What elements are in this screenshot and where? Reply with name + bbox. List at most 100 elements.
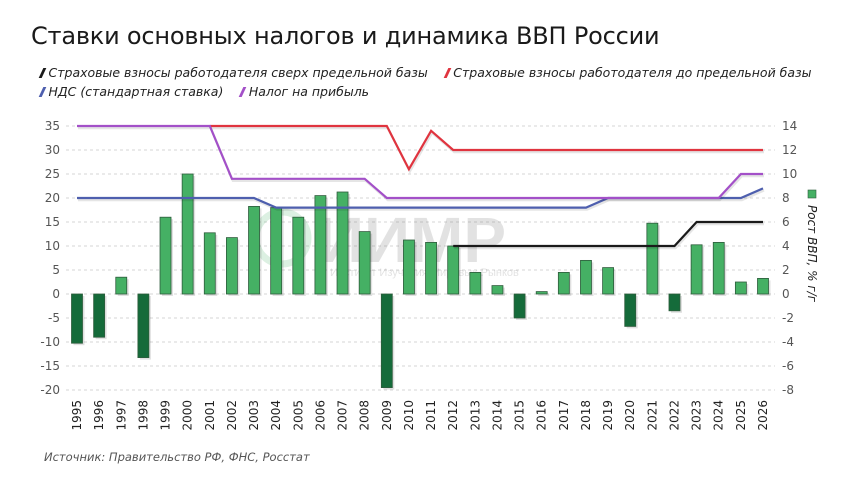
x-axis-label: 2012 <box>446 400 460 431</box>
left-axis-tick: -20 <box>40 383 60 397</box>
x-axis-label: 2015 <box>513 400 527 431</box>
x-axis-label: 1996 <box>92 400 106 431</box>
gdp-bar-2013 <box>469 271 482 295</box>
gdp-bar-2024 <box>712 241 725 295</box>
x-axis-label: 2002 <box>225 400 239 431</box>
line-series-1 <box>209 124 763 172</box>
gdp-bar-1999 <box>159 216 172 295</box>
x-axis-label: 2001 <box>203 400 217 431</box>
gdp-bar-2020 <box>624 293 637 327</box>
gdp-bar-2014 <box>491 285 504 295</box>
gdp-bar-2004 <box>270 207 283 295</box>
left-axis-tick: 20 <box>45 191 60 205</box>
left-axis-tick: 10 <box>45 239 60 253</box>
gdp-bar-2018 <box>580 259 592 295</box>
line-series-0 <box>453 220 763 248</box>
gdp-bar-2003 <box>248 205 260 295</box>
right-axis-tick: 0 <box>782 287 790 301</box>
right-axis-tick: 6 <box>782 215 790 229</box>
right-axis-tick: 14 <box>782 119 797 133</box>
gdp-bar-2021 <box>646 222 659 295</box>
x-axis-label: 2013 <box>468 400 482 431</box>
gdp-bar-2002 <box>226 237 238 295</box>
gdp-bar-2019 <box>602 267 614 295</box>
x-axis-label: 2021 <box>645 400 659 431</box>
x-axis-label: 1995 <box>70 400 84 431</box>
gdp-bar-2008 <box>358 231 371 295</box>
left-axis-tick: 30 <box>45 143 60 157</box>
x-axis-label: 2023 <box>690 400 704 431</box>
gdp-bars <box>71 173 771 390</box>
left-axis-tick: 25 <box>45 167 60 181</box>
gdp-legend-swatch <box>807 189 817 199</box>
legend-label: Налог на прибыль <box>248 84 370 99</box>
source-note: Источник: Правительство РФ, ФНС, Росстат <box>44 450 310 464</box>
gdp-bar-2026 <box>757 277 769 295</box>
gdp-bar-2022 <box>668 293 681 312</box>
chart-title: Ставки основных налогов и динамика ВВП Р… <box>31 22 660 50</box>
legend-row-2: НДС (стандартная ставка) Налог на прибыл… <box>38 84 370 99</box>
left-axis-tick: 35 <box>45 119 60 133</box>
right-axis-tick: 8 <box>782 191 790 205</box>
gdp-bar-2025 <box>734 281 747 295</box>
x-axis-label: 2018 <box>579 400 593 431</box>
right-axis-tick: 4 <box>782 239 790 253</box>
gdp-bar-2010 <box>403 239 415 295</box>
x-axis-label: 1997 <box>114 400 128 431</box>
right-axis-tick: 12 <box>782 143 797 157</box>
left-axis-tick: 0 <box>52 287 60 301</box>
x-axis-label: 2007 <box>336 400 350 431</box>
x-axis-label: 2019 <box>601 400 615 431</box>
x-axis-label: 2016 <box>535 400 549 431</box>
x-axis-label: 2022 <box>667 400 681 431</box>
gdp-bar-2015 <box>513 293 526 319</box>
left-axis-tick: 15 <box>45 215 60 229</box>
right-axis-label: Рост ВВП, % г/г <box>805 205 819 303</box>
left-axis-tick: -15 <box>40 359 60 373</box>
x-axis-label: 2004 <box>269 400 283 431</box>
x-axis-label: 2024 <box>712 400 726 431</box>
gdp-bar-1995 <box>71 293 83 344</box>
legend-label: Страховые взносы работодателя сверх пред… <box>48 65 428 80</box>
line-series-3 <box>77 124 763 200</box>
x-axis-label: 2005 <box>291 400 305 431</box>
gdp-bar-2007 <box>336 191 349 295</box>
x-axis-label: 2010 <box>402 400 416 431</box>
x-axis-label: 2006 <box>313 400 327 431</box>
legend-row-1: Страховые взносы работодателя сверх пред… <box>38 65 812 80</box>
gdp-bar-2016 <box>535 291 548 295</box>
legend-item-insurance-above-base: Страховые взносы работодателя сверх пред… <box>38 65 428 80</box>
legend-label: НДС (стандартная ставка) <box>48 84 224 99</box>
x-axis-label: 2000 <box>181 400 195 431</box>
right-axis-tick: -4 <box>782 335 794 349</box>
right-axis-tick: -2 <box>782 311 794 325</box>
left-axis-tick: 5 <box>52 263 60 277</box>
x-axis-label: 2020 <box>623 400 637 431</box>
gdp-bar-2023 <box>690 244 703 295</box>
gdp-bar-1996 <box>93 293 106 338</box>
x-axis-label: 2026 <box>756 400 770 431</box>
x-axis-label: 2009 <box>380 400 394 431</box>
x-axis-label: 1999 <box>159 400 173 431</box>
x-axis-label: 2003 <box>247 400 261 431</box>
x-axis-label: 2008 <box>358 400 372 431</box>
gdp-bar-1998 <box>137 293 150 358</box>
gdp-bar-1997 <box>115 276 128 295</box>
left-axis-tick: -5 <box>48 311 60 325</box>
right-axis-tick: -8 <box>782 383 794 397</box>
right-axis-tick: 10 <box>782 167 797 181</box>
gdp-bar-2000 <box>181 173 194 295</box>
gdp-bar-2012 <box>447 245 460 295</box>
gdp-bar-2009 <box>380 293 393 388</box>
x-axis-label: 2014 <box>490 400 504 431</box>
gdp-bar-2017 <box>557 271 570 295</box>
gdp-bar-2006 <box>314 195 327 295</box>
x-axis-label: 2011 <box>424 400 438 431</box>
right-axis-tick: -6 <box>782 359 794 373</box>
svg-text:Институт Изучения Мировых Рынк: Институт Изучения Мировых Рынков <box>330 267 519 279</box>
x-axis-label: 1998 <box>136 400 150 431</box>
gdp-bar-2005 <box>292 216 305 295</box>
right-axis-tick: 2 <box>782 263 790 277</box>
gdp-bar-2001 <box>203 232 216 295</box>
